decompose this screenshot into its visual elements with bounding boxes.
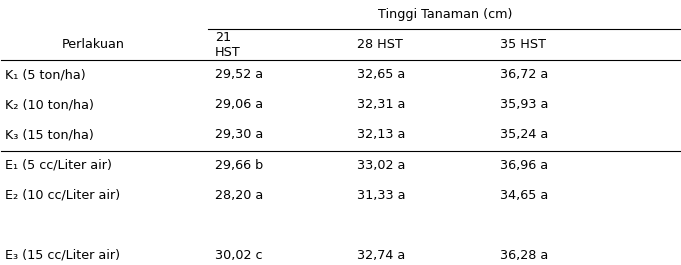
Text: 35 HST: 35 HST [500, 38, 546, 51]
Text: 36,28 a: 36,28 a [500, 249, 548, 262]
Text: K₁ (5 ton/ha): K₁ (5 ton/ha) [5, 68, 85, 81]
Text: 29,06 a: 29,06 a [215, 98, 263, 111]
Text: 32,74 a: 32,74 a [358, 249, 406, 262]
Text: 33,02 a: 33,02 a [358, 158, 406, 171]
Text: 32,13 a: 32,13 a [358, 129, 406, 142]
Text: 21
HST: 21 HST [215, 30, 241, 59]
Text: 36,96 a: 36,96 a [500, 158, 548, 171]
Text: E₁ (5 cc/Liter air): E₁ (5 cc/Liter air) [5, 158, 112, 171]
Text: 35,93 a: 35,93 a [500, 98, 548, 111]
Text: 28 HST: 28 HST [358, 38, 403, 51]
Text: E₂ (10 cc/Liter air): E₂ (10 cc/Liter air) [5, 189, 120, 202]
Text: 34,65 a: 34,65 a [500, 189, 548, 202]
Text: K₂ (10 ton/ha): K₂ (10 ton/ha) [5, 98, 94, 111]
Text: 35,24 a: 35,24 a [500, 129, 548, 142]
Text: 29,52 a: 29,52 a [215, 68, 263, 81]
Text: E₃ (15 cc/Liter air): E₃ (15 cc/Liter air) [5, 249, 120, 262]
Text: 29,30 a: 29,30 a [215, 129, 264, 142]
Text: 32,65 a: 32,65 a [358, 68, 406, 81]
Text: 30,02 c: 30,02 c [215, 249, 263, 262]
Text: 36,72 a: 36,72 a [500, 68, 548, 81]
Text: 28,20 a: 28,20 a [215, 189, 264, 202]
Text: 31,33 a: 31,33 a [358, 189, 406, 202]
Text: 32,31 a: 32,31 a [358, 98, 406, 111]
Text: Perlakuan: Perlakuan [61, 38, 125, 51]
Text: 29,66 b: 29,66 b [215, 158, 264, 171]
Text: K₃ (15 ton/ha): K₃ (15 ton/ha) [5, 129, 93, 142]
Text: Tinggi Tanaman (cm): Tinggi Tanaman (cm) [379, 8, 513, 21]
